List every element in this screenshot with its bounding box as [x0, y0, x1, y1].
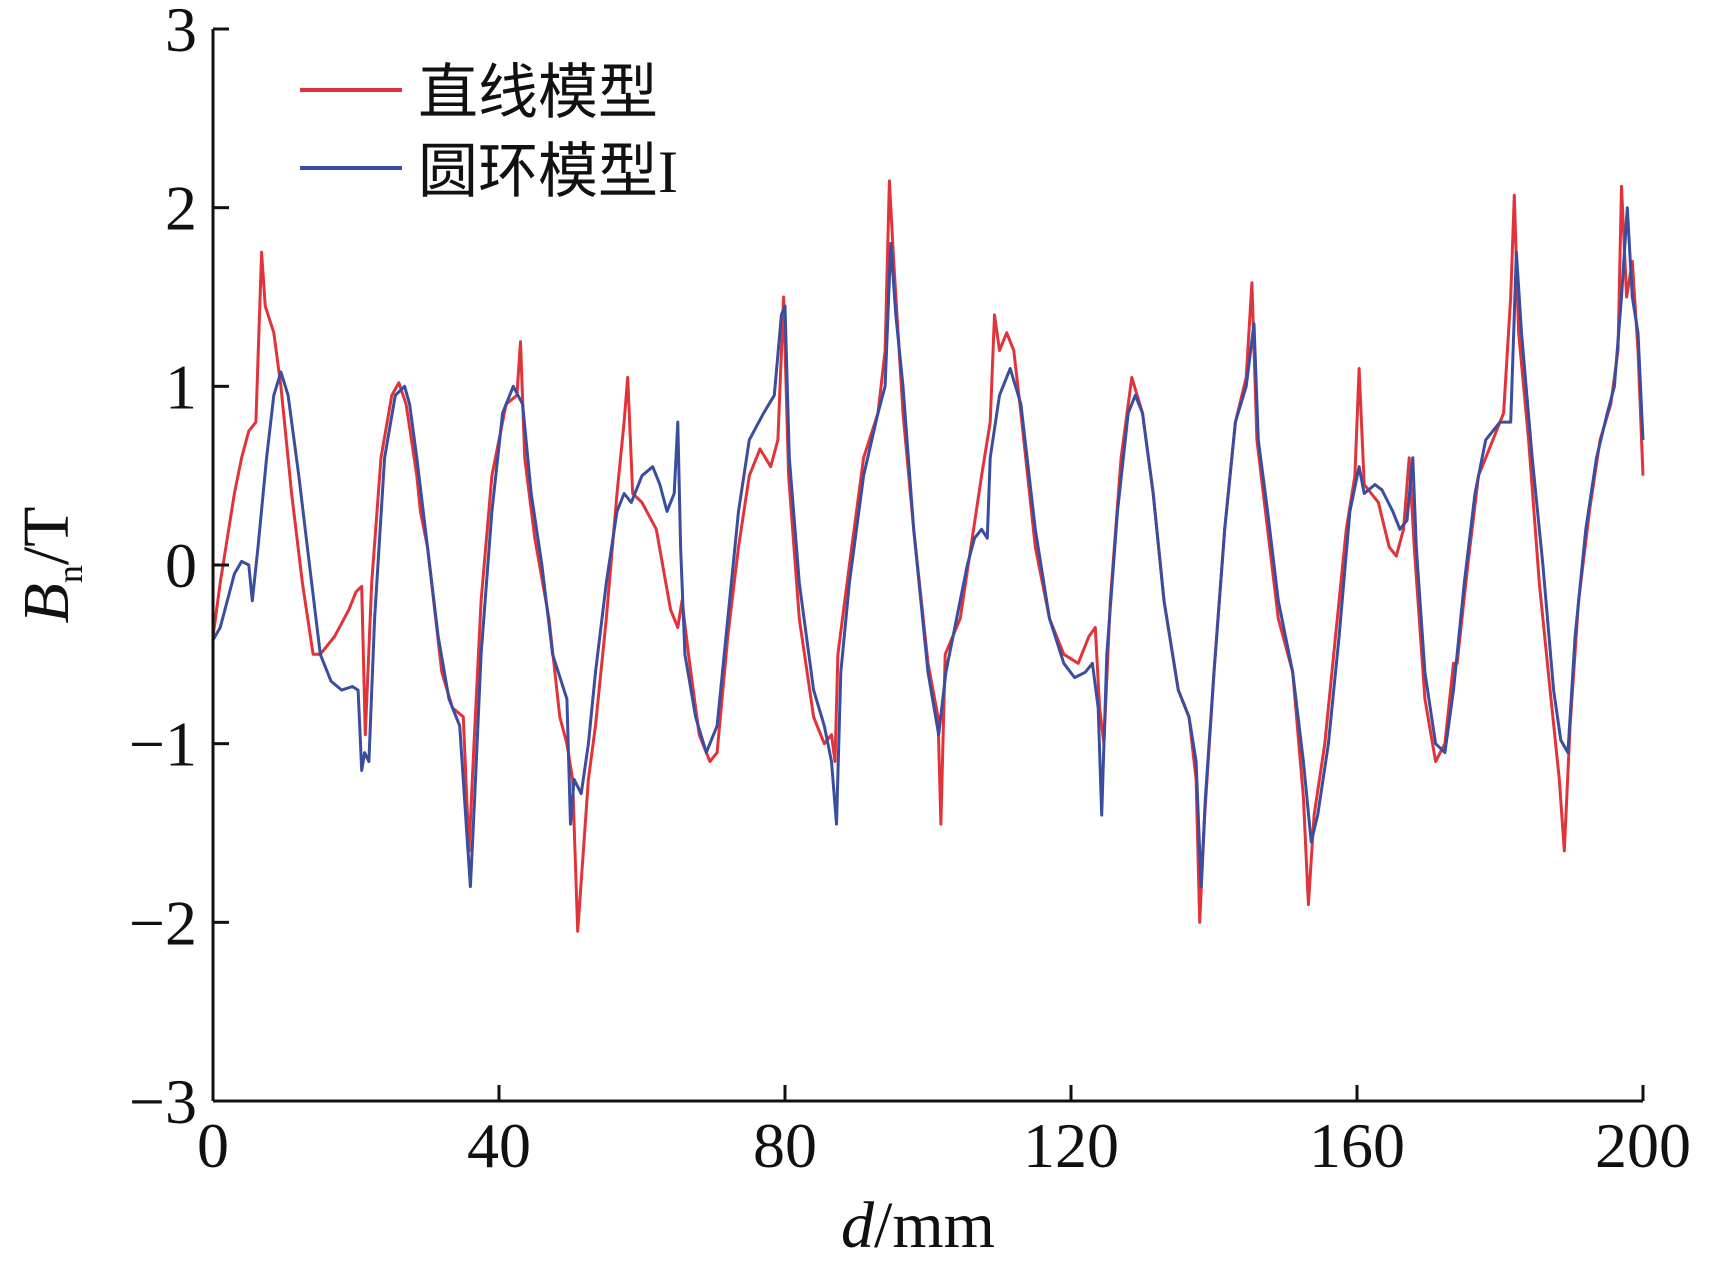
x-axis-var: d: [841, 1189, 875, 1262]
x-tick-label: 200: [1595, 1110, 1691, 1181]
y-axis-title: Bn/T: [10, 507, 90, 624]
x-axis-title: d/mm: [841, 1189, 995, 1262]
y-ticks: −3 −2 −1 0 1 2 3: [129, 0, 229, 1137]
legend-label-straight: 直线模型: [418, 60, 658, 126]
x-tick-label: 40: [467, 1110, 531, 1181]
series-line-ring-model: [211, 206, 1645, 889]
plot-area: [211, 179, 1645, 933]
x-tick-label: 80: [753, 1110, 817, 1181]
y-axis-var: B: [10, 583, 83, 623]
y-tick-label: −1: [129, 709, 197, 780]
y-tick-label: 1: [165, 351, 197, 422]
y-tick-label: −2: [129, 887, 197, 958]
x-tick-label: 160: [1309, 1110, 1405, 1181]
legend-label-ring: 圆环模型I: [418, 139, 678, 205]
y-tick-label: 0: [165, 530, 197, 601]
legend: 直线模型 圆环模型I: [300, 60, 678, 205]
y-axis-sub: n: [50, 565, 90, 583]
x-tick-label: 120: [1023, 1110, 1119, 1181]
y-tick-label: 3: [165, 0, 197, 65]
y-axis-unit: /T: [10, 507, 83, 566]
x-ticks: 0 40 80 120 160 200: [197, 1085, 1691, 1181]
y-tick-label: −3: [129, 1066, 197, 1137]
series-layer: [211, 179, 1645, 933]
x-tick-label: 0: [197, 1110, 229, 1181]
x-axis-unit: /mm: [874, 1189, 995, 1262]
y-tick-label: 2: [165, 173, 197, 244]
